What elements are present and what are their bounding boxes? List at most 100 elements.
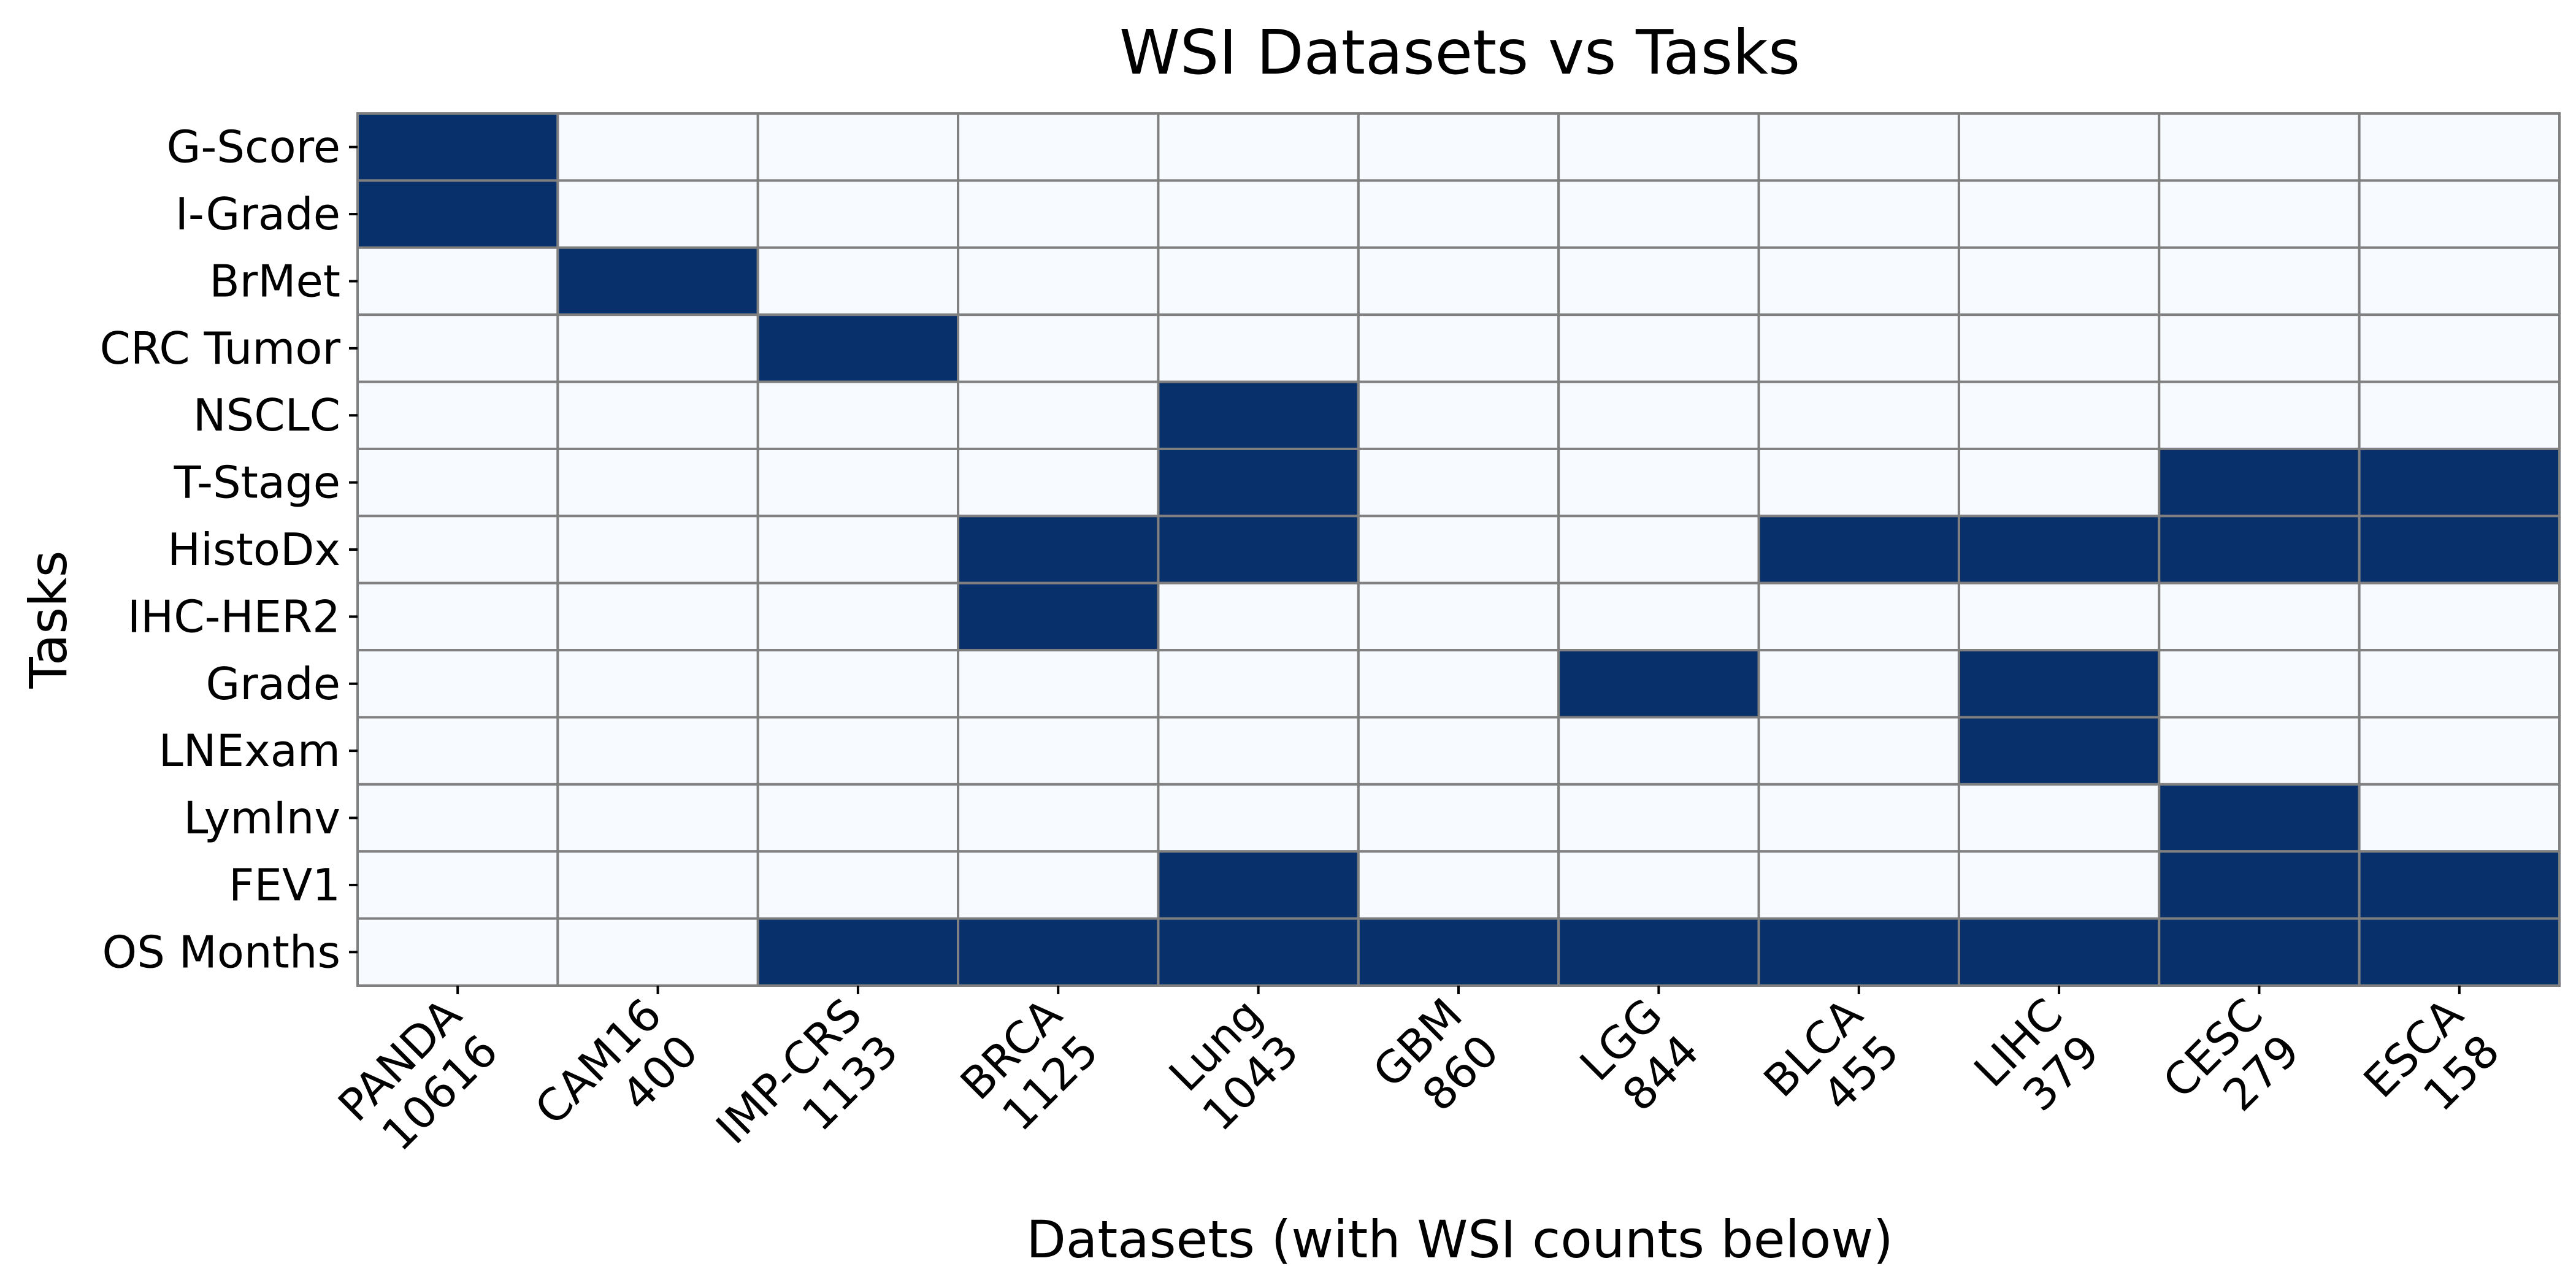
heatmap-cell [556, 649, 759, 719]
y-tick-label: FEV1 [229, 859, 340, 911]
heatmap-cell [556, 313, 759, 383]
heatmap-cell [1157, 716, 1360, 786]
heatmap-cell [1757, 380, 1960, 450]
heatmap-cell [1557, 380, 1760, 450]
y-tick-label: Grade [205, 658, 340, 710]
heatmap-cell [1757, 313, 1960, 383]
heatmap-cell [1557, 515, 1760, 585]
x-tick-label: BRCA1125 [951, 989, 1108, 1146]
heatmap-cell [1557, 313, 1760, 383]
heatmap-cell [1757, 246, 1960, 316]
heatmap-cell [356, 246, 559, 316]
heatmap-cell [556, 246, 759, 316]
heatmap-cell [2158, 515, 2361, 585]
heatmap-cell [2358, 716, 2561, 786]
heatmap-cell [1757, 850, 1960, 920]
heatmap-cell [1157, 515, 1360, 585]
heatmap-cell [1157, 179, 1360, 249]
heatmap-cell [1157, 246, 1360, 316]
heatmap-cell [756, 783, 960, 853]
heatmap-cell [1957, 447, 2161, 518]
heatmap-cell [756, 447, 960, 518]
heatmap-cell [1957, 515, 2161, 585]
y-tick-label: LNExam [159, 725, 340, 776]
heatmap-cell [957, 313, 1160, 383]
heatmap-cell [2158, 179, 2361, 249]
heatmap-cell [1357, 179, 1560, 249]
heatmap-cell [957, 850, 1160, 920]
y-tick-label: OS Months [102, 926, 340, 978]
heatmap-cell [1757, 179, 1960, 249]
heatmap-cell [957, 581, 1160, 652]
x-tick-label: IMP-CRS1133 [706, 989, 908, 1190]
heatmap-cell [1957, 179, 2161, 249]
heatmap-cell [1957, 716, 2161, 786]
heatmap-cell [756, 716, 960, 786]
heatmap-cell [2358, 246, 2561, 316]
x-tick-label: CESC279 [2153, 989, 2309, 1144]
heatmap-cell [957, 917, 1160, 987]
heatmap-cell [1957, 246, 2161, 316]
heatmap-cell [1957, 649, 2161, 719]
heatmap-cell [1357, 447, 1560, 518]
heatmap-cell [1757, 716, 1960, 786]
heatmap-cell [2158, 380, 2361, 450]
heatmap-cell [2358, 581, 2561, 652]
heatmap-cell [756, 515, 960, 585]
heatmap-cell [556, 447, 759, 518]
y-tick-label: IHC-HER2 [128, 591, 340, 642]
y-tick-label: NSCLC [193, 389, 340, 441]
heatmap-cell [756, 380, 960, 450]
heatmap-cell [1757, 917, 1960, 987]
heatmap-cell [1757, 515, 1960, 585]
heatmap-cell [2158, 246, 2361, 316]
heatmap-cell [756, 649, 960, 719]
heatmap-cell [556, 716, 759, 786]
heatmap-cell [2158, 850, 2361, 920]
heatmap-cell [1357, 380, 1560, 450]
heatmap-cell [756, 246, 960, 316]
x-tick-label: CAM16400 [525, 989, 708, 1171]
heatmap-cell [2158, 313, 2361, 383]
heatmap-cell [756, 917, 960, 987]
y-tick-label: LymInv [183, 792, 340, 844]
heatmap-cell [1157, 917, 1360, 987]
heatmap-cell [2158, 447, 2361, 518]
heatmap-cell [1957, 850, 2161, 920]
y-axis-label: Tasks [18, 550, 79, 689]
heatmap-cell [1357, 783, 1560, 853]
heatmap-cell [1757, 581, 1960, 652]
heatmap-cell [1557, 917, 1760, 987]
y-tick-label: HistoDx [167, 524, 340, 575]
heatmap-cell [1357, 313, 1560, 383]
heatmap-cell [1357, 716, 1560, 786]
x-tick-label: LIHC379 [1965, 989, 2109, 1133]
heatmap-cell [2158, 112, 2361, 182]
heatmap-cell [1157, 447, 1360, 518]
heatmap-cell [1357, 246, 1560, 316]
heatmap-cell [2358, 850, 2561, 920]
heatmap-cell [2358, 112, 2561, 182]
heatmap-cell [356, 313, 559, 383]
heatmap-cell [1557, 581, 1760, 652]
heatmap-cell [2358, 313, 2561, 383]
heatmap-cell [957, 179, 1160, 249]
heatmap-cell [556, 917, 759, 987]
heatmap-cell [1557, 716, 1760, 786]
heatmap-cell [556, 850, 759, 920]
x-tick-label: Lung1043 [1156, 989, 1308, 1141]
x-tick-label: ESCA158 [2354, 989, 2510, 1144]
heatmap-cell [2358, 917, 2561, 987]
heatmap-cell [1957, 581, 2161, 652]
x-tick-label: PANDA10616 [328, 989, 507, 1168]
heatmap-cell [356, 716, 559, 786]
heatmap-cell [756, 112, 960, 182]
heatmap-cell [2358, 649, 2561, 719]
heatmap-cell [957, 649, 1160, 719]
y-tick-label: BrMet [209, 255, 340, 307]
y-tick-label: T-Stage [174, 457, 340, 508]
heatmap-cell [556, 581, 759, 652]
heatmap-cell [556, 179, 759, 249]
